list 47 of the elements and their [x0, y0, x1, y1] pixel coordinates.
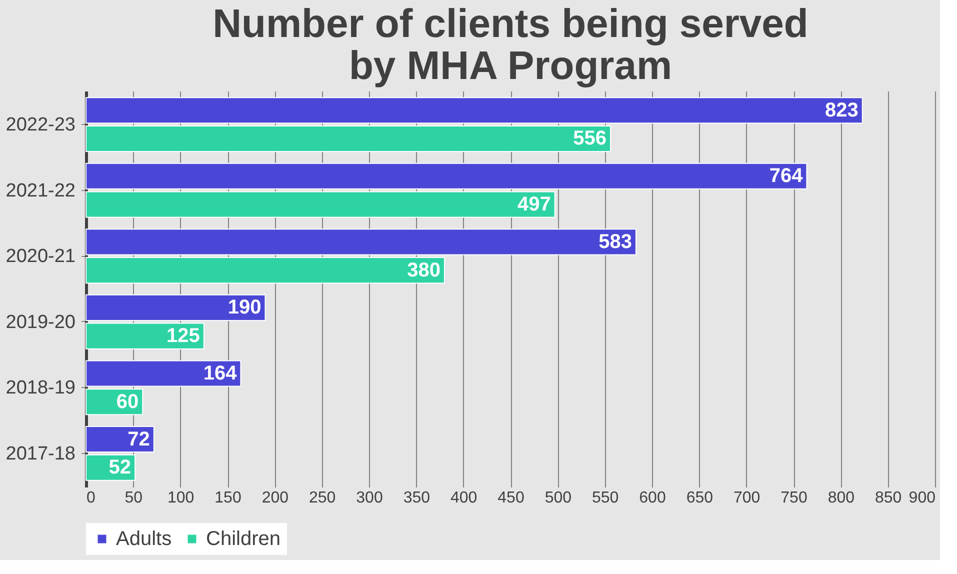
x-tick-label: 550 — [592, 490, 619, 506]
x-tick-label: 150 — [214, 490, 242, 506]
data-label: 60 — [116, 390, 139, 413]
bar — [86, 228, 636, 256]
chart-title: Number of clients being served by MHA Program — [212, 2, 808, 88]
bar — [86, 426, 154, 453]
y-tick-label: 2018-19 — [6, 378, 76, 399]
data-label: 72 — [128, 428, 150, 450]
data-label: 583 — [598, 230, 632, 253]
x-tick-label: 100 — [167, 490, 194, 506]
data-label: 164 — [203, 362, 238, 384]
x-tick-label: 500 — [544, 490, 572, 506]
y-tick-label: 2019-20 — [6, 312, 76, 333]
x-tick-label: 350 — [403, 490, 430, 506]
x-tick-label: 250 — [308, 490, 336, 506]
bar — [86, 125, 611, 152]
legend-label: Children — [206, 528, 280, 550]
x-tick-label: 200 — [262, 490, 289, 506]
data-label: 764 — [769, 165, 804, 188]
data-label: 125 — [166, 325, 200, 348]
x-tick-label: 850 — [874, 490, 902, 506]
data-label: 52 — [108, 456, 132, 479]
x-tick-label: 300 — [356, 490, 383, 506]
x-tick-label: 700 — [733, 490, 760, 506]
bar — [86, 97, 863, 124]
y-tick-label: 2017-18 — [6, 443, 76, 464]
data-label: 380 — [407, 259, 440, 282]
bar — [86, 294, 266, 321]
data-label: 497 — [517, 194, 551, 216]
x-tick-label: 800 — [828, 490, 855, 506]
x-tick-label: 0 — [86, 490, 96, 506]
x-tick-label: 600 — [639, 490, 666, 506]
y-tick-label: 2022-23 — [6, 114, 76, 136]
x-tick-label: 650 — [686, 490, 714, 506]
data-label: 556 — [573, 128, 606, 150]
legend-label: Adults — [116, 528, 172, 550]
x-tick-label: 900 — [908, 490, 936, 506]
bar — [86, 322, 204, 350]
x-tick-label: 50 — [124, 490, 143, 506]
bar — [86, 257, 445, 284]
x-tick-label: 400 — [450, 490, 478, 506]
y-tick-label: 2020-21 — [6, 246, 76, 268]
data-label: 190 — [228, 296, 262, 319]
x-tick-label: 750 — [780, 490, 808, 506]
data-label: 823 — [824, 99, 858, 122]
y-tick-label: 2021-22 — [6, 180, 76, 202]
x-tick-label: 450 — [498, 490, 524, 506]
